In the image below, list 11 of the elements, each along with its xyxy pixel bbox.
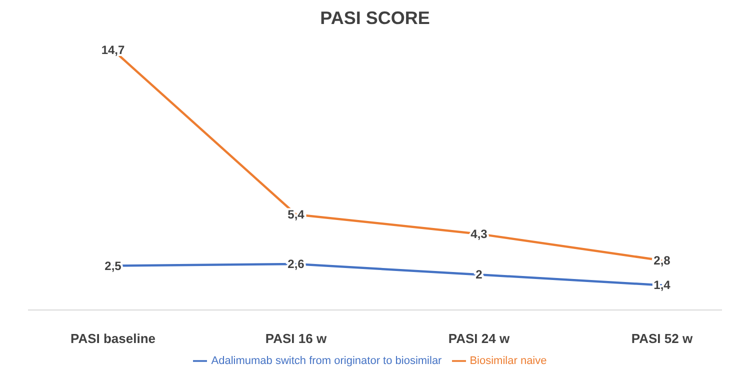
data-label: 2,5 [104, 258, 122, 273]
legend-label: Biosimilar naive [470, 354, 547, 367]
data-label: 14,7 [101, 43, 125, 57]
x-tick-label: PASI 16 w [265, 331, 328, 346]
data-label: 1,4 [654, 278, 671, 292]
legend-label: Adalimumab switch from originator to biosimilar [211, 354, 442, 367]
x-tick-label: PASI 24 w [448, 331, 510, 346]
chart-title: PASI SCORE [319, 8, 431, 30]
data-label: 2,8 [654, 253, 671, 268]
x-tick-label: PASI baseline [70, 331, 156, 346]
x-tick-label: PASI 52 w [631, 331, 694, 346]
